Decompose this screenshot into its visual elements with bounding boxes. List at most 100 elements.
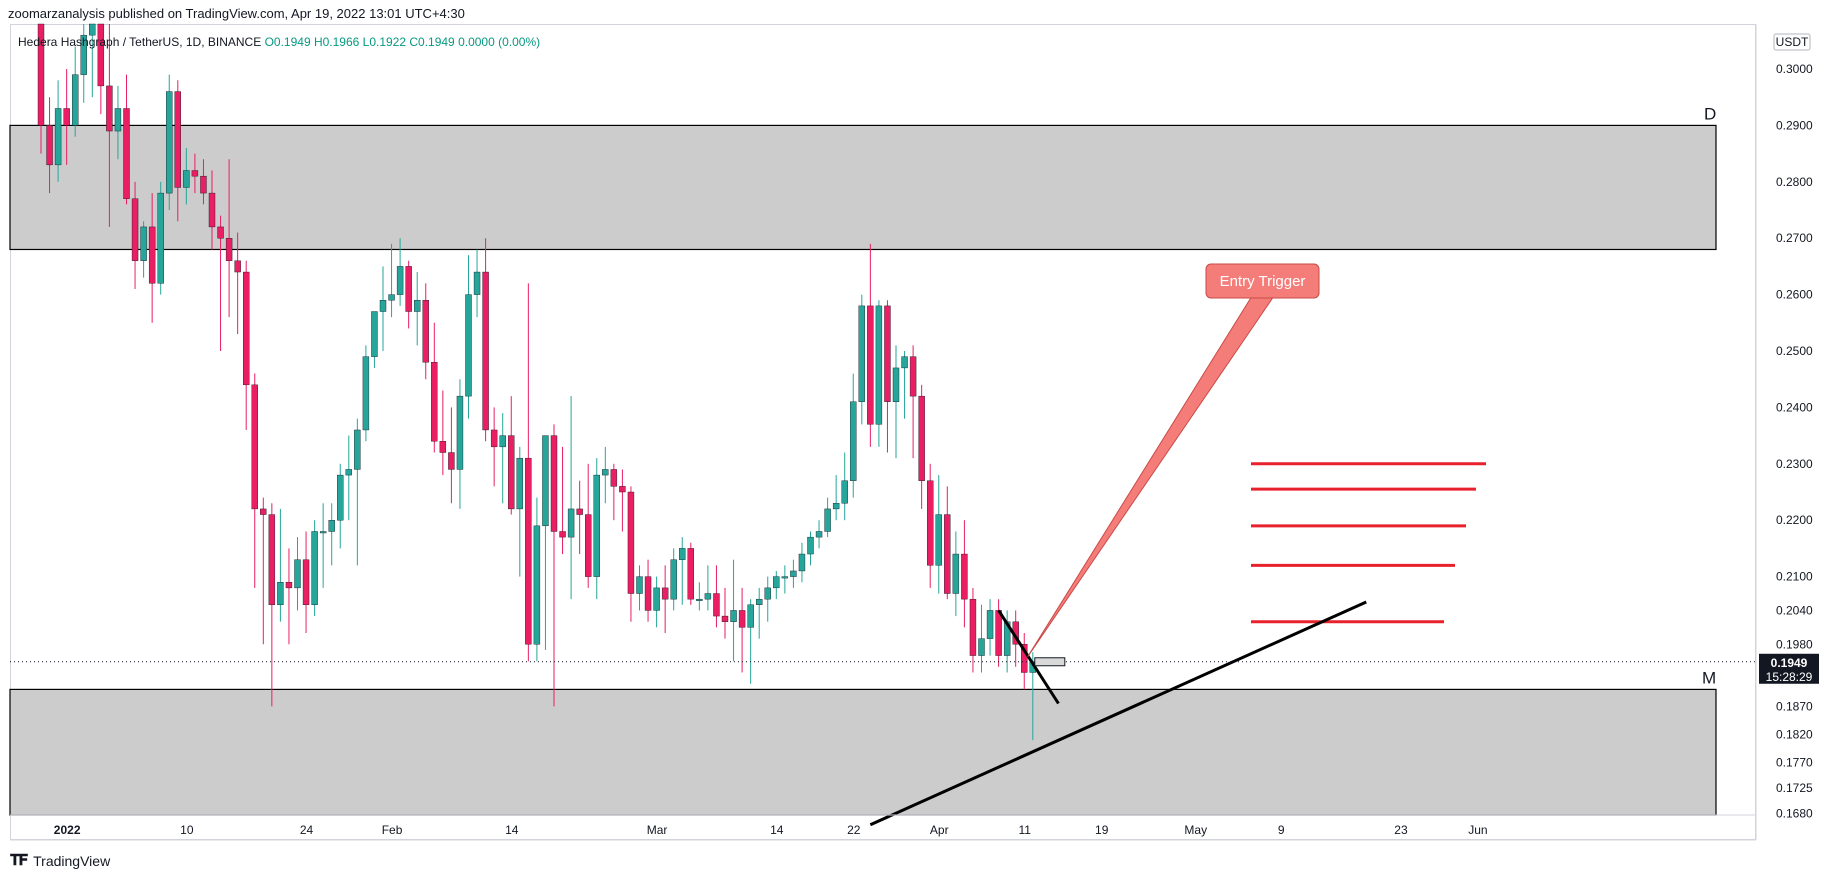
candle[interactable] xyxy=(328,503,335,566)
candle[interactable] xyxy=(978,604,985,673)
candle[interactable] xyxy=(824,497,831,538)
trendline[interactable] xyxy=(997,609,1060,705)
candle[interactable] xyxy=(619,469,626,532)
candle[interactable] xyxy=(730,559,737,662)
zone-D[interactable] xyxy=(9,124,1717,251)
candle[interactable] xyxy=(713,565,720,628)
candle[interactable] xyxy=(986,599,994,656)
candle[interactable] xyxy=(388,243,395,318)
candle[interactable] xyxy=(644,559,652,622)
candle[interactable] xyxy=(123,74,130,205)
candle[interactable] xyxy=(593,458,600,600)
candle[interactable] xyxy=(704,565,712,611)
candle[interactable] xyxy=(687,542,694,605)
candle[interactable] xyxy=(319,503,327,588)
candle[interactable] xyxy=(969,587,977,673)
candle[interactable] xyxy=(935,475,942,594)
candle[interactable] xyxy=(679,537,686,605)
candle[interactable] xyxy=(901,351,908,419)
candle[interactable] xyxy=(148,193,156,323)
candle[interactable] xyxy=(952,531,960,617)
candle[interactable] xyxy=(37,23,45,154)
candle[interactable] xyxy=(1021,633,1028,690)
candle[interactable] xyxy=(234,232,241,335)
candle[interactable] xyxy=(542,435,549,650)
candle[interactable] xyxy=(191,153,199,194)
candle[interactable] xyxy=(54,80,62,182)
candle[interactable] xyxy=(80,24,87,103)
candle[interactable] xyxy=(627,486,635,622)
candle[interactable] xyxy=(576,480,583,555)
candle[interactable] xyxy=(550,424,558,707)
candle[interactable] xyxy=(790,559,797,588)
entry-box[interactable] xyxy=(1034,657,1066,667)
candle[interactable] xyxy=(798,542,806,583)
candle[interactable] xyxy=(345,435,352,521)
candle[interactable] xyxy=(405,260,412,329)
candle[interactable] xyxy=(533,497,541,662)
candle[interactable] xyxy=(918,384,925,509)
candle[interactable] xyxy=(653,576,660,628)
candle[interactable] xyxy=(277,508,284,622)
candle[interactable] xyxy=(747,599,754,684)
candle[interactable] xyxy=(867,243,874,447)
candle[interactable] xyxy=(875,300,883,447)
trendline[interactable] xyxy=(869,600,1367,827)
candle[interactable] xyxy=(773,570,780,600)
candle[interactable] xyxy=(439,390,447,476)
candle[interactable] xyxy=(909,345,917,459)
footer-brand[interactable]: 𝐓𝐅 TradingView xyxy=(10,852,110,869)
candle[interactable] xyxy=(815,520,823,549)
candle[interactable] xyxy=(636,565,643,611)
candle[interactable] xyxy=(944,486,951,600)
candle[interactable] xyxy=(482,238,489,442)
candle[interactable] xyxy=(414,272,421,346)
candle[interactable] xyxy=(268,503,276,707)
candle[interactable] xyxy=(610,463,618,521)
candle[interactable] xyxy=(995,599,1002,667)
candle[interactable] xyxy=(71,46,79,137)
candle[interactable] xyxy=(781,565,789,594)
candle[interactable] xyxy=(585,463,592,588)
candle[interactable] xyxy=(696,582,703,611)
candle[interactable] xyxy=(661,565,669,633)
candle[interactable] xyxy=(738,587,746,673)
candle[interactable] xyxy=(354,418,361,566)
candle[interactable] xyxy=(756,587,763,639)
candle[interactable] xyxy=(456,379,464,509)
candle[interactable] xyxy=(559,446,566,555)
candle[interactable] xyxy=(242,260,250,430)
candle[interactable] xyxy=(97,23,105,115)
candle[interactable] xyxy=(499,413,506,504)
candle[interactable] xyxy=(431,322,438,453)
candle[interactable] xyxy=(89,23,96,98)
candle[interactable] xyxy=(961,520,968,628)
candle[interactable] xyxy=(892,345,900,459)
candle[interactable] xyxy=(285,548,293,645)
candle[interactable] xyxy=(490,407,498,487)
candle[interactable] xyxy=(371,311,378,368)
candle[interactable] xyxy=(251,373,258,588)
candle[interactable] xyxy=(114,85,122,160)
candle[interactable] xyxy=(850,373,857,498)
candle[interactable] xyxy=(157,181,164,295)
candle[interactable] xyxy=(106,24,113,227)
entry-trigger-callout[interactable]: Entry Trigger xyxy=(1027,263,1320,657)
candle[interactable] xyxy=(516,446,523,577)
candle[interactable] xyxy=(602,446,609,504)
candle[interactable] xyxy=(260,497,267,645)
candle[interactable] xyxy=(422,283,429,380)
candle[interactable] xyxy=(396,238,404,306)
zone-M[interactable] xyxy=(9,688,1717,816)
candle[interactable] xyxy=(841,452,848,521)
candle[interactable] xyxy=(183,147,190,205)
candle[interactable] xyxy=(884,300,891,453)
candle[interactable] xyxy=(858,294,865,425)
candle[interactable] xyxy=(140,221,147,278)
candle[interactable] xyxy=(46,97,53,194)
price-axis[interactable]: USDT 0.1949 15:28:29 xyxy=(1759,33,1819,684)
candle[interactable] xyxy=(302,531,310,633)
candle[interactable] xyxy=(217,215,224,351)
candle[interactable] xyxy=(208,170,216,250)
